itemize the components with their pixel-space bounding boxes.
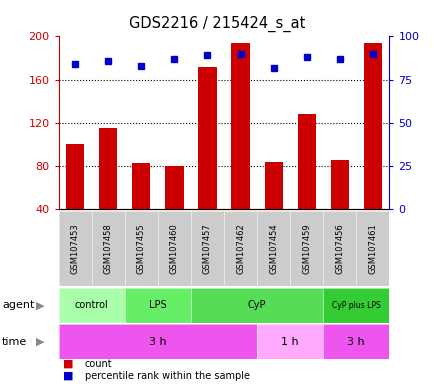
Text: count: count [85, 359, 112, 369]
Text: GSM107462: GSM107462 [236, 223, 244, 274]
Bar [231, 43, 249, 209]
Text: 3 h: 3 h [149, 337, 166, 347]
Text: GSM107460: GSM107460 [170, 223, 178, 274]
Bar [132, 163, 150, 209]
Bar [297, 114, 315, 209]
Text: GSM107454: GSM107454 [269, 223, 277, 274]
Text: GSM107456: GSM107456 [335, 223, 343, 274]
Text: GSM107455: GSM107455 [137, 223, 145, 274]
Text: 1 h: 1 h [281, 337, 298, 347]
Text: GSM107461: GSM107461 [368, 223, 376, 274]
Text: LPS: LPS [149, 300, 166, 310]
Text: CyP: CyP [247, 300, 266, 310]
Bar [66, 144, 84, 209]
Text: GSM107453: GSM107453 [71, 223, 79, 274]
Text: ▶: ▶ [36, 337, 45, 347]
Text: GSM107459: GSM107459 [302, 223, 310, 274]
Text: percentile rank within the sample: percentile rank within the sample [85, 371, 249, 381]
Text: ■: ■ [63, 359, 73, 369]
Bar [264, 162, 282, 209]
Text: GSM107457: GSM107457 [203, 223, 211, 274]
Bar [198, 67, 216, 209]
Text: ▶: ▶ [36, 300, 45, 310]
Text: time: time [2, 337, 27, 347]
Bar [165, 166, 183, 209]
Text: ■: ■ [63, 371, 73, 381]
Bar [363, 43, 381, 209]
Text: CyP plus LPS: CyP plus LPS [331, 301, 380, 310]
Text: 3 h: 3 h [347, 337, 364, 347]
Text: GDS2216 / 215424_s_at: GDS2216 / 215424_s_at [129, 15, 305, 31]
Bar [99, 128, 117, 209]
Bar [330, 160, 348, 209]
Text: control: control [75, 300, 108, 310]
Text: agent: agent [2, 300, 34, 310]
Text: GSM107458: GSM107458 [104, 223, 112, 274]
